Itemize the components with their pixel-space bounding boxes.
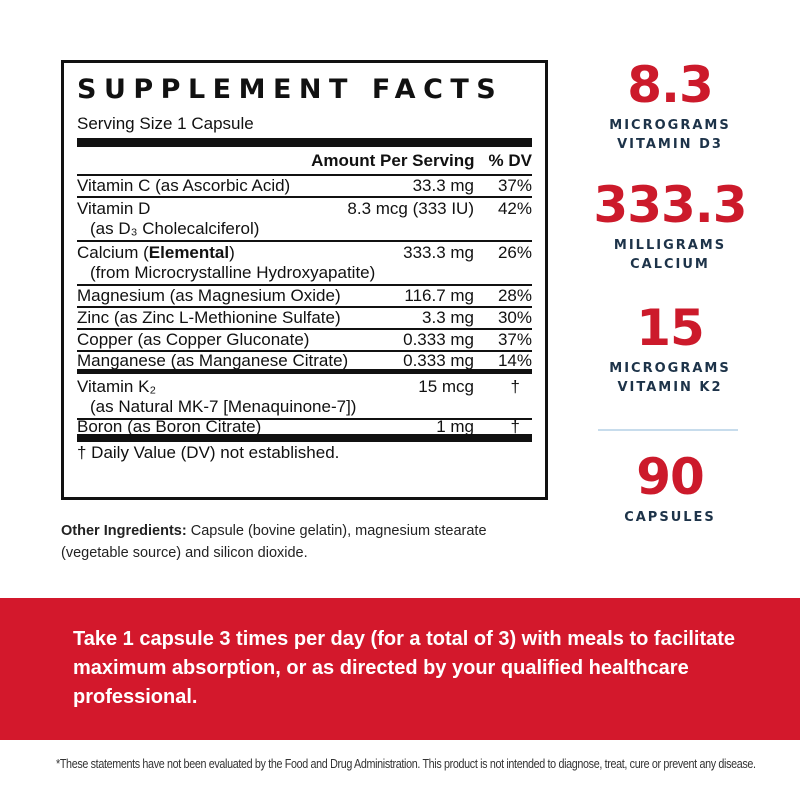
facts-row-vitamin-k2: Vitamin K₂ (as Natural MK-7 [Menaquinone…: [77, 374, 532, 420]
facts-rows: Vitamin C (as Ascorbic Acid) 33.3 mg 37%…: [77, 176, 532, 442]
elemental-bold: Elemental: [148, 243, 230, 262]
facts-row-copper: Copper (as Copper Gluconate) 0.333 mg 37…: [77, 330, 532, 352]
facts-row-calcium: Calcium (Elemental) (from Microcrystalli…: [77, 242, 532, 286]
nutrient-name: Copper (as Copper Gluconate): [77, 330, 310, 349]
nutrient-source: (from Microcrystalline Hydroxyapatite): [90, 263, 376, 282]
other-ingredients: Other Ingredients: Capsule (bovine gelat…: [61, 520, 541, 564]
nutrient-name: Calcium (Elemental): [77, 243, 235, 262]
directions-banner: Take 1 capsule 3 times per day (for a to…: [0, 598, 800, 740]
stat-caption-line1: MILLIGRAMS: [613, 238, 727, 253]
facts-title: SUPPLEMENT FACTS: [77, 74, 504, 105]
nutrient-amount: 15 mcg: [418, 377, 474, 396]
facts-row-magnesium: Magnesium (as Magnesium Oxide) 116.7 mg …: [77, 286, 532, 308]
stat-caption-line1: MICROGRAMS: [609, 361, 731, 376]
nutrient-amount: 333.3 mg: [403, 243, 474, 262]
nutrient-dv: 42%: [497, 199, 532, 218]
stat-value: 8.3: [627, 56, 714, 114]
nutrient-dv: 26%: [497, 243, 532, 262]
stats-divider: [598, 429, 738, 431]
facts-row-vitamin-c: Vitamin C (as Ascorbic Acid) 33.3 mg 37%: [77, 176, 532, 198]
directions-text: Take 1 capsule 3 times per day (for a to…: [73, 628, 736, 708]
nutrient-dv: 37%: [497, 330, 532, 349]
facts-header-row: Amount Per Serving % DV: [77, 147, 532, 176]
facts-row-zinc: Zinc (as Zinc L-Methionine Sulfate) 3.3 …: [77, 308, 532, 330]
nutrient-amount: 33.3 mg: [412, 176, 474, 195]
nutrient-dv: †: [510, 417, 520, 436]
facts-row-vitamin-d: Vitamin D (as D₃ Cholecalciferol) 8.3 mc…: [77, 198, 532, 242]
stat-value: 90: [636, 448, 705, 506]
nutrient-name: Zinc (as Zinc L-Methionine Sulfate): [77, 308, 341, 327]
stat-vitamin-k2: 15 MICROGRAMS VITAMIN K2: [580, 303, 760, 397]
stat-value: 333.3: [593, 176, 747, 234]
nutrient-name: Manganese (as Manganese Citrate): [77, 350, 349, 370]
nutrient-source: (as D₃ Cholecalciferol): [90, 219, 260, 238]
nutrient-amount: 3.3 mg: [422, 308, 474, 327]
other-ingredients-label: Other Ingredients:: [61, 523, 187, 539]
facts-row-boron: Boron (as Boron Citrate) 1 mg †: [77, 417, 532, 442]
nutrient-dv: 14%: [497, 350, 532, 370]
divider-thick: [77, 138, 532, 147]
stat-caption-line2: CALCIUM: [630, 257, 710, 272]
nutrient-name: Vitamin C (as Ascorbic Acid): [77, 176, 291, 195]
nutrient-dv: 30%: [497, 308, 532, 327]
header-amount: Amount Per Serving: [311, 151, 475, 170]
nutrient-amount: 0.333 mg: [403, 350, 474, 370]
nutrient-dv: †: [510, 377, 520, 396]
serving-size: Serving Size 1 Capsule: [77, 114, 254, 133]
fda-disclaimer: *These statements have not been evaluate…: [56, 757, 756, 771]
header-dv: % DV: [488, 151, 532, 170]
stat-vitamin-d3: 8.3 MICROGRAMS VITAMIN D3: [580, 60, 760, 154]
nutrient-amount: 116.7 mg: [404, 286, 474, 305]
supplement-facts-panel: SUPPLEMENT FACTS Serving Size 1 Capsule …: [61, 60, 548, 500]
stat-value: 15: [636, 299, 705, 357]
stat-capsules: 90 CAPSULES: [580, 452, 760, 527]
nutrient-name: Boron (as Boron Citrate): [77, 417, 262, 436]
stat-caption-line1: CAPSULES: [624, 510, 716, 525]
nutrient-dv: 28%: [497, 286, 532, 305]
nutrient-name: Vitamin D: [77, 199, 151, 218]
nutrient-amount: 8.3 mcg (333 IU): [347, 199, 474, 218]
other-ingredients-text: Capsule (bovine gelatin), magnesium stea…: [61, 523, 487, 561]
nutrient-amount: 1 mg: [436, 417, 474, 436]
nutrient-dv: 37%: [497, 176, 532, 195]
dv-footnote: † Daily Value (DV) not established.: [77, 443, 340, 462]
nutrient-source: (as Natural MK-7 [Menaquinone-7]): [90, 397, 357, 416]
stat-caption-line2: VITAMIN K2: [617, 380, 723, 395]
nutrient-amount: 0.333 mg: [403, 330, 474, 349]
facts-row-manganese: Manganese (as Manganese Citrate) 0.333 m…: [77, 350, 532, 374]
stat-caption-line1: MICROGRAMS: [609, 118, 731, 133]
nutrient-name: Magnesium (as Magnesium Oxide): [77, 286, 341, 305]
stat-calcium: 333.3 MILLIGRAMS CALCIUM: [580, 180, 760, 274]
stat-caption-line2: VITAMIN D3: [617, 137, 723, 152]
nutrient-name: Vitamin K₂: [77, 377, 157, 396]
